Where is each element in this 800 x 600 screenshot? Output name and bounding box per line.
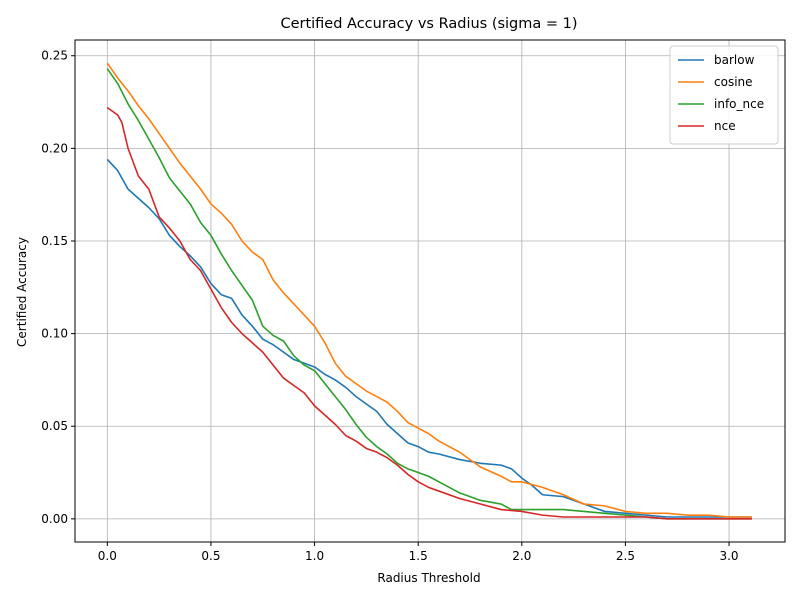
x-tick-label: 2.5 bbox=[616, 549, 635, 563]
x-tick-label: 3.0 bbox=[719, 549, 738, 563]
y-axis-ticks: 0.00 0.05 0.10 0.15 0.20 0.25 bbox=[41, 49, 75, 526]
x-tick-label: 2.0 bbox=[512, 549, 531, 563]
x-axis-ticks: 0.0 0.5 1.0 1.5 2.0 2.5 3.0 bbox=[98, 542, 739, 563]
chart-title: Certified Accuracy vs Radius (sigma = 1) bbox=[280, 16, 577, 32]
y-tick-label: 0.25 bbox=[41, 49, 68, 63]
x-tick-label: 0.5 bbox=[201, 549, 220, 563]
x-tick-label: 1.5 bbox=[409, 549, 428, 563]
legend-label-nce: nce bbox=[714, 119, 736, 133]
series-line-cosine bbox=[106, 62, 752, 518]
y-tick-label: 0.20 bbox=[41, 141, 68, 155]
legend-label-barlow: barlow bbox=[714, 53, 755, 67]
plot-series bbox=[106, 62, 752, 520]
series-line-info-nce bbox=[106, 68, 752, 520]
axes-frame bbox=[74, 39, 786, 543]
grid-lines bbox=[75, 40, 785, 542]
y-tick-label: 0.15 bbox=[41, 234, 68, 248]
y-axis-title: Certified Accuracy bbox=[15, 237, 29, 347]
y-tick-label: 0.00 bbox=[41, 512, 68, 526]
y-tick-label: 0.10 bbox=[41, 327, 68, 341]
x-tick-label: 0.0 bbox=[98, 549, 117, 563]
x-tick-label: 1.0 bbox=[305, 549, 324, 563]
legend-box bbox=[669, 45, 779, 145]
legend-label-cosine: cosine bbox=[714, 75, 753, 89]
legend-label-info-nce: info_nce bbox=[714, 97, 764, 111]
series-line-barlow bbox=[106, 158, 752, 518]
series-line-nce bbox=[106, 106, 752, 520]
x-axis-title: Radius Threshold bbox=[377, 571, 480, 585]
y-tick-label: 0.05 bbox=[41, 419, 68, 433]
